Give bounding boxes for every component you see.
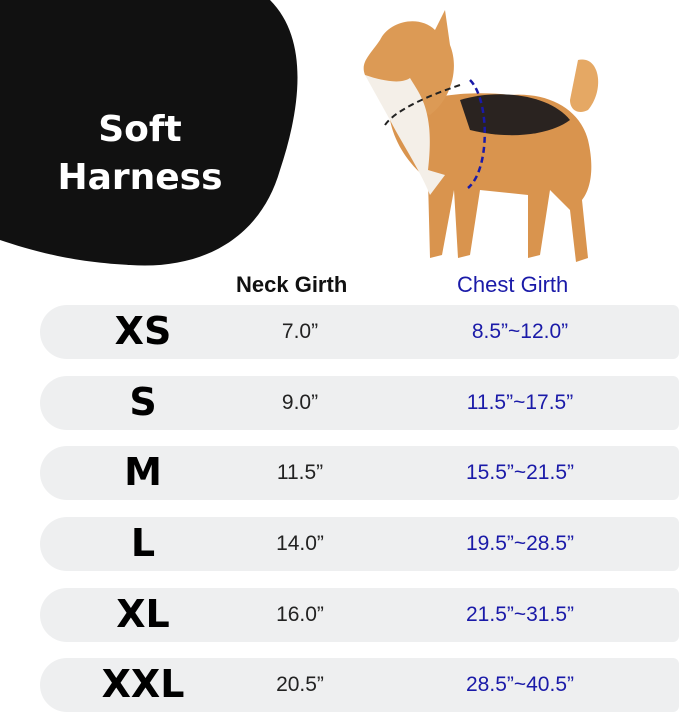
chest-value: 11.5”~17.5”: [466, 391, 574, 414]
row-band: [40, 588, 679, 642]
title-line: Harness: [57, 157, 223, 198]
row-band: [40, 658, 679, 712]
neck-value: 9.0”: [281, 391, 319, 414]
neck-value: 7.0”: [281, 320, 319, 343]
chest-value: 28.5”~40.5”: [466, 673, 574, 696]
neck-value: 11.5”: [276, 461, 324, 484]
size-label: M: [124, 450, 162, 494]
chest-girth-header: Chest Girth: [457, 272, 569, 297]
size-label: L: [130, 521, 156, 565]
size-label: XXL: [101, 662, 185, 706]
row-band: [40, 446, 679, 500]
size-label: XS: [114, 309, 172, 353]
title-line: Soft: [98, 109, 182, 150]
size-label: XL: [116, 592, 170, 636]
row-band: [40, 305, 679, 359]
title: Soft Harness: [30, 106, 250, 202]
row-band: [40, 517, 679, 571]
chest-value: 19.5”~28.5”: [466, 532, 574, 555]
chest-value: 8.5”~12.0”: [471, 320, 569, 343]
size-label: S: [129, 380, 157, 424]
chest-value: 15.5”~21.5”: [466, 461, 574, 484]
neck-value: 16.0”: [276, 603, 324, 626]
title-blob: [0, 0, 298, 266]
neck-value: 20.5”: [276, 673, 324, 696]
dog-illustration: [363, 10, 599, 262]
row-band: [40, 376, 679, 430]
chest-value: 21.5”~31.5”: [466, 603, 574, 626]
neck-value: 14.0”: [276, 532, 324, 555]
neck-girth-header: Neck Girth: [236, 272, 348, 297]
